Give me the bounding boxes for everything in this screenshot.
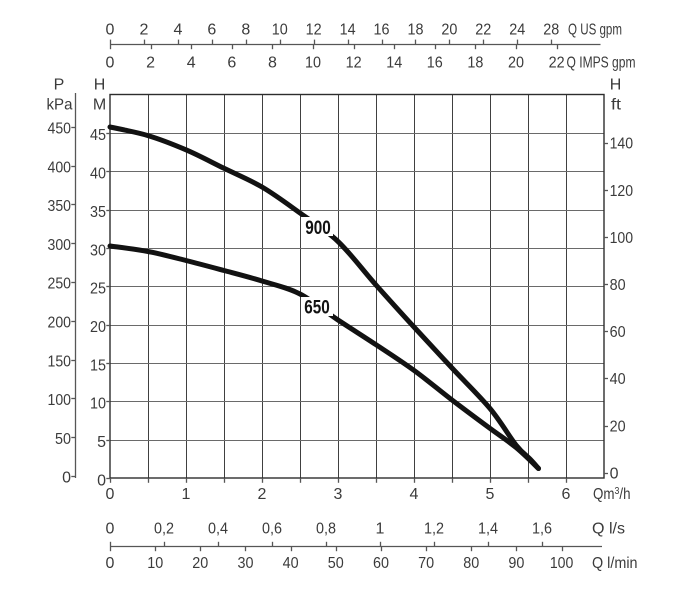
svg-text:45: 45	[90, 127, 106, 144]
svg-text:18: 18	[408, 22, 424, 39]
svg-text:2: 2	[146, 55, 155, 72]
svg-text:40: 40	[610, 371, 626, 388]
svg-text:kPa: kPa	[47, 97, 73, 114]
svg-text:0,2: 0,2	[154, 521, 174, 538]
svg-text:400: 400	[48, 159, 72, 176]
svg-text:0: 0	[610, 465, 619, 482]
svg-text:1: 1	[376, 521, 385, 538]
svg-text:150: 150	[48, 353, 72, 370]
svg-text:350: 350	[48, 198, 72, 215]
svg-text:40: 40	[283, 555, 299, 572]
svg-text:120: 120	[610, 183, 634, 200]
svg-text:900: 900	[305, 218, 331, 239]
svg-text:1: 1	[182, 486, 191, 503]
svg-text:0,4: 0,4	[208, 521, 228, 538]
svg-text:H: H	[94, 77, 106, 94]
svg-text:100: 100	[48, 392, 72, 409]
svg-text:650: 650	[304, 297, 330, 318]
svg-text:0: 0	[106, 555, 115, 572]
svg-text:14: 14	[340, 22, 356, 39]
svg-text:Q l/min: Q l/min	[592, 555, 638, 572]
svg-text:12: 12	[306, 22, 322, 39]
svg-text:250: 250	[48, 276, 72, 293]
svg-text:1,6: 1,6	[532, 521, 552, 538]
svg-text:0,8: 0,8	[316, 521, 336, 538]
svg-text:80: 80	[463, 555, 479, 572]
svg-text:0,6: 0,6	[262, 521, 282, 538]
svg-text:60: 60	[373, 555, 389, 572]
svg-text:4: 4	[173, 22, 182, 39]
svg-text:28: 28	[543, 22, 559, 39]
svg-text:1,4: 1,4	[478, 521, 498, 538]
svg-text:0: 0	[97, 472, 106, 489]
svg-text:20: 20	[90, 319, 106, 336]
svg-text:50: 50	[328, 555, 344, 572]
svg-text:14: 14	[386, 55, 402, 72]
svg-text:15: 15	[90, 357, 106, 374]
svg-text:10: 10	[272, 22, 288, 39]
svg-text:8: 8	[268, 55, 277, 72]
svg-text:70: 70	[418, 555, 434, 572]
svg-text:20: 20	[192, 555, 208, 572]
svg-text:30: 30	[238, 555, 254, 572]
svg-text:H: H	[610, 77, 622, 94]
svg-text:4: 4	[187, 55, 196, 72]
svg-text:P: P	[54, 77, 65, 94]
svg-text:20: 20	[508, 55, 524, 72]
svg-text:24: 24	[509, 22, 525, 39]
svg-text:0: 0	[106, 486, 115, 503]
svg-text:22: 22	[549, 55, 565, 72]
svg-text:16: 16	[427, 55, 443, 72]
svg-text:450: 450	[48, 121, 72, 138]
svg-text:200: 200	[48, 315, 72, 332]
svg-text:100: 100	[550, 555, 574, 572]
svg-text:2: 2	[258, 486, 267, 503]
svg-text:22: 22	[475, 22, 491, 39]
svg-text:40: 40	[90, 166, 106, 183]
svg-text:50: 50	[55, 431, 71, 448]
svg-text:20: 20	[441, 22, 457, 39]
svg-text:5: 5	[97, 434, 106, 451]
svg-text:35: 35	[90, 204, 106, 221]
svg-text:0: 0	[62, 470, 71, 487]
svg-text:10: 10	[305, 55, 321, 72]
svg-text:4: 4	[410, 486, 419, 503]
svg-text:3: 3	[334, 486, 343, 503]
svg-text:100: 100	[610, 230, 634, 247]
svg-text:0: 0	[106, 22, 115, 39]
svg-text:10: 10	[90, 396, 106, 413]
svg-text:140: 140	[610, 136, 634, 153]
svg-text:300: 300	[48, 237, 72, 254]
svg-text:Q l/s: Q l/s	[592, 521, 625, 538]
svg-text:16: 16	[374, 22, 390, 39]
svg-text:2: 2	[139, 22, 148, 39]
svg-text:18: 18	[467, 55, 483, 72]
svg-text:60: 60	[610, 324, 626, 341]
svg-text:6: 6	[227, 55, 236, 72]
svg-text:Qm3/h: Qm3/h	[593, 485, 631, 503]
svg-text:30: 30	[90, 242, 106, 259]
svg-text:Q IMPS gpm: Q IMPS gpm	[567, 55, 636, 72]
svg-text:10: 10	[147, 555, 163, 572]
svg-text:12: 12	[346, 55, 362, 72]
svg-text:5: 5	[486, 486, 495, 503]
svg-text:90: 90	[508, 555, 524, 572]
svg-text:6: 6	[562, 486, 571, 503]
svg-text:1,2: 1,2	[424, 521, 444, 538]
svg-text:80: 80	[610, 277, 626, 294]
svg-text:0: 0	[106, 521, 115, 538]
svg-text:25: 25	[90, 281, 106, 298]
svg-text:6: 6	[207, 22, 216, 39]
svg-text:0: 0	[106, 55, 115, 72]
svg-text:20: 20	[610, 418, 626, 435]
svg-text:Q US gpm: Q US gpm	[568, 22, 622, 39]
svg-text:M: M	[93, 97, 106, 114]
svg-text:8: 8	[241, 22, 250, 39]
svg-text:ft: ft	[611, 96, 622, 113]
